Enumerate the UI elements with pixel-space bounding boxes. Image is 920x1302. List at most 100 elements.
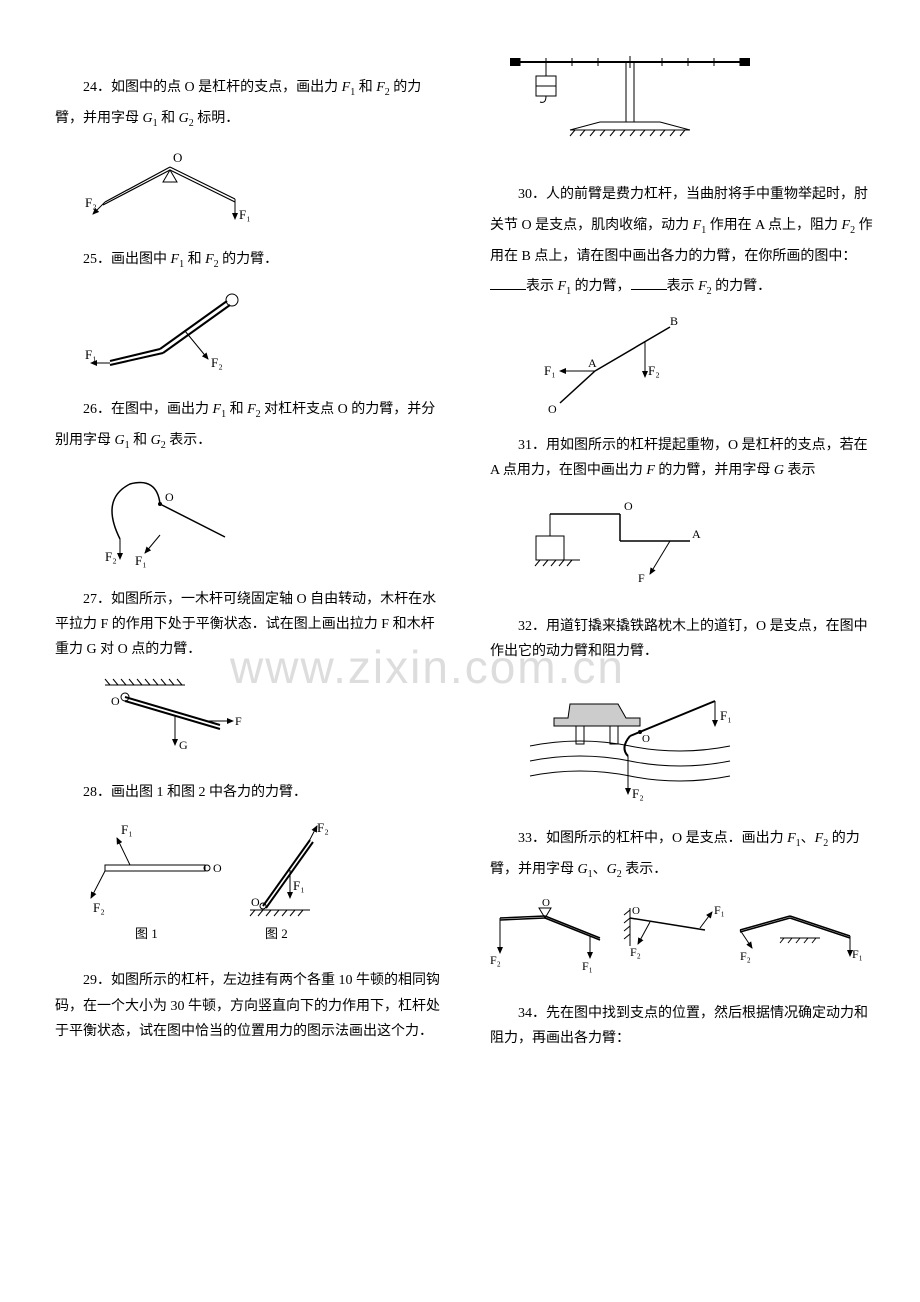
q27-text: 27．如图所示，一木杆可绕固定轴 O 自由转动，木杆在水平拉力 F 的作用下处于… [55, 587, 440, 663]
q25-a: 画出图中 [111, 252, 171, 267]
q29-number: 29． [83, 973, 111, 988]
svg-text:F: F [638, 571, 645, 585]
q28-body: 画出图 1 和图 2 中各力的力臂． [111, 785, 307, 800]
q30-svg: O A B F₁ F₂ [540, 315, 710, 415]
q33-figure: O F₂ F₁ O F₁ F₂ [490, 898, 880, 983]
svg-text:F₁: F₁ [85, 347, 97, 362]
svg-text:F₂: F₂ [211, 355, 223, 370]
q25-svg: F₁ F₂ [85, 287, 255, 377]
q33-svg: O F₂ F₁ O F₁ F₂ [490, 898, 870, 983]
right-column: 30．人的前臂是费力杠杆，当曲肘将手中重物举起时，肘关节 O 是支点，肌肉收缩，… [460, 0, 920, 1302]
svg-text:O: O [213, 861, 222, 875]
q26-text: 26．在图中，画出力 F1 和 F2 对杠杆支点 O 的力臂，并分别用字母 G1… [55, 395, 440, 457]
svg-text:F₂: F₂ [85, 195, 97, 210]
svg-text:F₁: F₁ [852, 947, 863, 961]
svg-text:G: G [179, 738, 188, 752]
q33-a: 如图所示的杠杆中，O 是支点．画出力 [546, 831, 787, 846]
q26-figure: O F₂ F₁ [85, 469, 440, 569]
q26-g2: G [151, 433, 161, 448]
q24-f2s: 2 [385, 87, 390, 98]
svg-text:F₁: F₁ [293, 878, 305, 893]
svg-text:O: O [642, 733, 650, 745]
q25-f2: F [205, 252, 214, 267]
q34-number: 34． [518, 1006, 546, 1021]
q30-bt2: 表示 [667, 279, 699, 294]
left-column: 24．如图中的点 O 是杠杆的支点，画出力 F1 和 F2 的力臂，并用字母 G… [0, 0, 460, 1302]
svg-text:F₂: F₂ [632, 786, 644, 801]
q26-number: 26． [83, 402, 111, 417]
q26-f1: F [213, 402, 222, 417]
svg-text:F₂: F₂ [105, 549, 117, 564]
q24-a: 如图中的点 O 是杠杆的支点，画出力 [111, 80, 338, 95]
q33-text: 33．如图所示的杠杆中，O 是支点．画出力 F1、F2 的力臂，并用字母 G1、… [490, 824, 880, 886]
q30-blank2 [631, 278, 667, 290]
q25-and: 和 [184, 252, 205, 267]
q25-tail: 的力臂． [219, 252, 279, 267]
svg-text:F₁: F₁ [239, 207, 251, 222]
q26-f2: F [247, 402, 256, 417]
q28-figure: O F₁ F₂ O F₂ F₁ 图 1 图 2 [85, 820, 440, 950]
q33-g1: G [578, 862, 588, 877]
svg-text:O: O [173, 150, 182, 165]
q25-f1: F [171, 252, 180, 267]
q30-b: 作用在 A 点上，阻力 [706, 218, 841, 233]
q34-text: 34．先在图中找到支点的位置，然后根据情况确定动力和阻力，再画出各力臂： [490, 1001, 880, 1051]
q31-tail: 表示 [784, 463, 816, 478]
q34-body: 先在图中找到支点的位置，然后根据情况确定动力和阻力，再画出各力臂： [490, 1006, 868, 1046]
svg-text:F₂: F₂ [630, 945, 641, 959]
svg-text:O: O [548, 402, 557, 415]
q27-number: 27． [83, 592, 111, 607]
page-columns: 24．如图中的点 O 是杠杆的支点，画出力 F1 和 F2 的力臂，并用字母 G… [0, 0, 920, 1302]
q28-text: 28．画出图 1 和图 2 中各力的力臂． [55, 778, 440, 809]
svg-text:A: A [588, 356, 597, 370]
svg-text:F₂: F₂ [317, 820, 329, 835]
q33-sep1: 、 [801, 831, 815, 846]
q30-f2: F [842, 218, 851, 233]
q24-and2: 和 [158, 111, 179, 126]
svg-text:O: O [111, 694, 120, 708]
svg-text:O: O [165, 490, 174, 504]
q32-text: 32．用道钉撬来撬铁路枕木上的道钉，O 是支点，在图中作出它的动力臂和阻力臂． [490, 614, 880, 664]
q24-f2: F [376, 80, 385, 95]
q33-tail: 表示． [622, 862, 668, 877]
q28-number: 28． [83, 785, 111, 800]
q26-tail: 表示． [166, 433, 212, 448]
q27-figure: O F G [85, 675, 440, 760]
q32-number: 32． [518, 619, 546, 634]
q31-number: 31． [518, 438, 546, 453]
svg-text:F₂: F₂ [648, 363, 660, 378]
q24-and1: 和 [355, 80, 376, 95]
q24-g1: G [143, 111, 153, 126]
q26-g1: G [115, 433, 125, 448]
q33-f1: F [787, 831, 796, 846]
q29-body: 如图所示的杠杆，左边挂有两个各重 10 牛顿的相同钩码，在一个大小为 30 牛顿… [55, 973, 440, 1038]
svg-text:O: O [624, 499, 633, 513]
q30-bt1: 表示 [526, 279, 558, 294]
q28-fig2-label: 图 2 [265, 926, 288, 941]
svg-text:F₂: F₂ [740, 949, 751, 963]
q27-body: 如图所示，一木杆可绕固定轴 O 自由转动，木杆在水平拉力 F 的作用下处于平衡状… [55, 592, 436, 657]
q31-svg: O A F [520, 496, 710, 596]
q30-d: 的力臂， [571, 279, 631, 294]
q24-number: 24． [83, 80, 111, 95]
q30-e: 的力臂． [712, 279, 772, 294]
q24-g2: G [179, 111, 189, 126]
q25-figure: F₁ F₂ [85, 287, 440, 377]
q24-svg: O F₂ F₁ [85, 147, 255, 227]
q24-figure: O F₂ F₁ [85, 147, 440, 227]
q32-body: 用道钉撬来撬铁路枕木上的道钉，O 是支点，在图中作出它的动力臂和阻力臂． [490, 619, 868, 659]
q25-text: 25．画出图中 F1 和 F2 的力臂． [55, 245, 440, 276]
svg-text:F₁: F₁ [544, 363, 556, 378]
q26-and1: 和 [226, 402, 247, 417]
q26-svg: O F₂ F₁ [85, 469, 245, 569]
q32-svg: O F₁ F₂ [520, 676, 750, 806]
svg-text:F₁: F₁ [135, 553, 147, 568]
svg-text:O: O [542, 898, 550, 909]
svg-text:F: F [235, 714, 242, 728]
svg-text:F₁: F₁ [582, 959, 593, 973]
svg-text:A: A [692, 527, 701, 541]
q25-number: 25． [83, 252, 111, 267]
q30-number: 30． [518, 187, 546, 202]
svg-text:O: O [251, 895, 260, 909]
q24-text: 24．如图中的点 O 是杠杆的支点，画出力 F1 和 F2 的力臂，并用字母 G… [55, 73, 440, 135]
